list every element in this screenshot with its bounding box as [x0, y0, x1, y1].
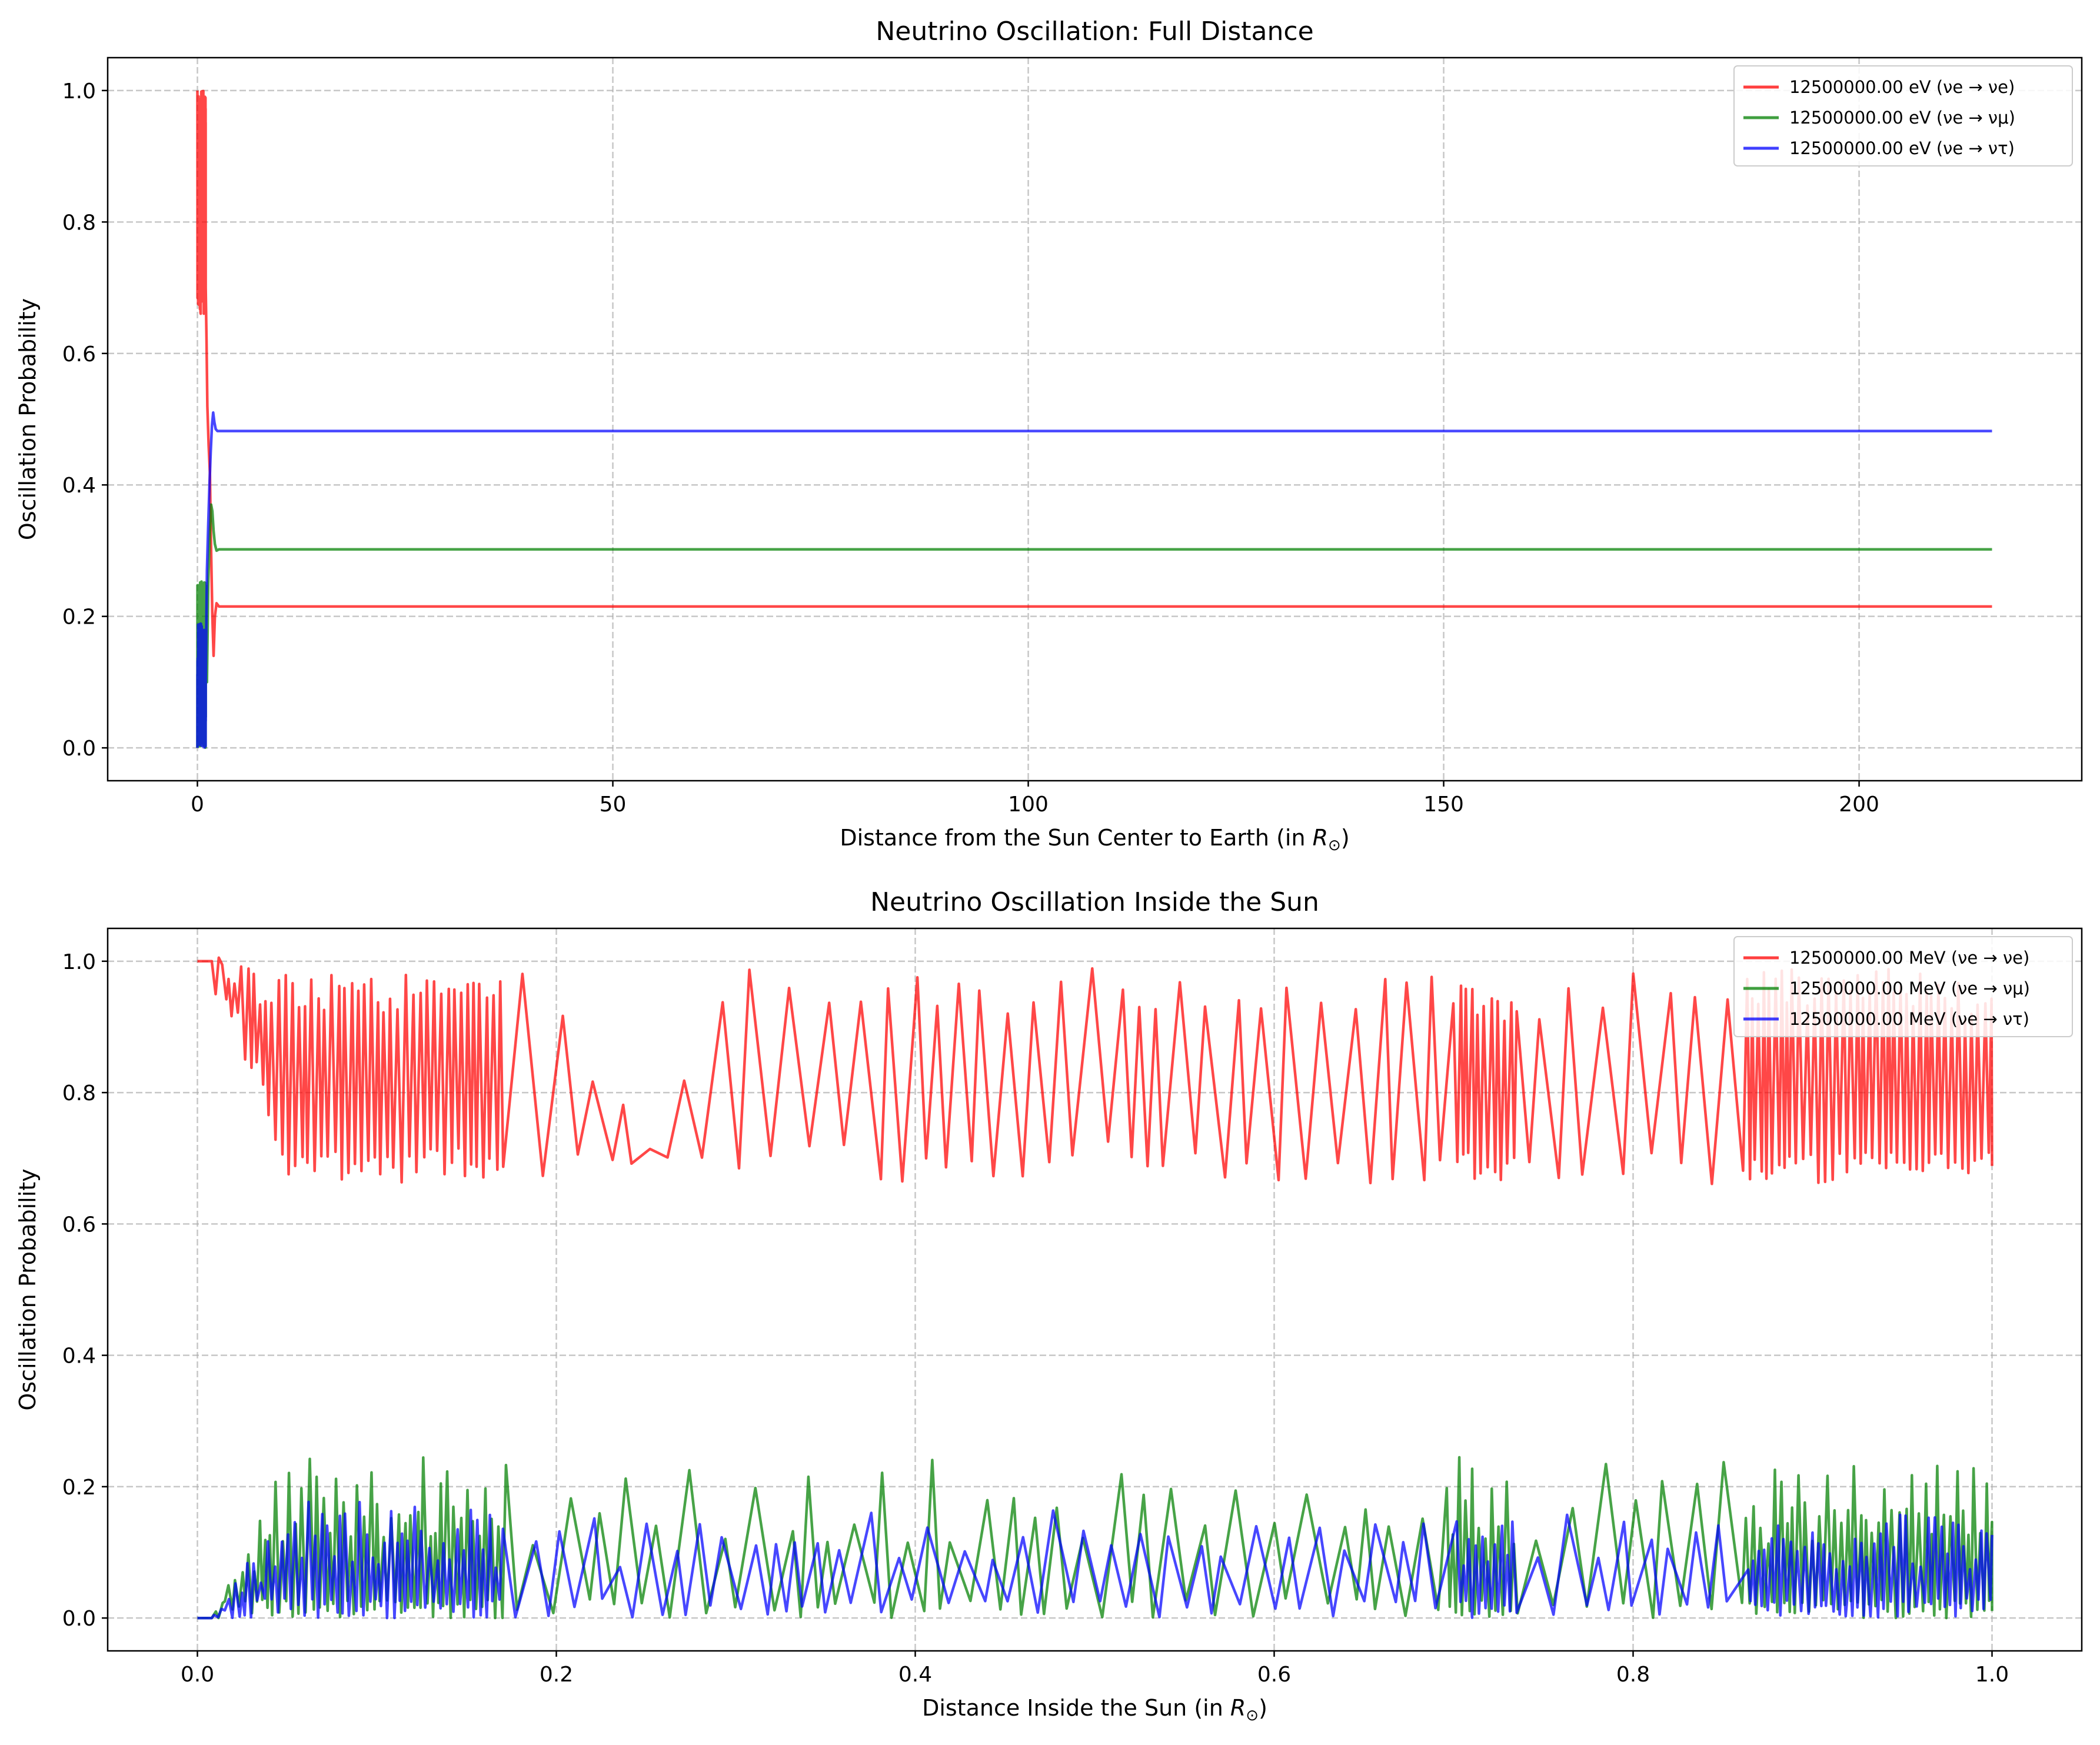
chart-title: Neutrino Oscillation Inside the Sun	[870, 887, 1319, 917]
plot-frame	[107, 56, 2083, 782]
x-axis-label-end: )	[1341, 825, 1350, 851]
x-tick-label: 200	[1839, 792, 1879, 817]
chart-title: Neutrino Oscillation: Full Distance	[876, 16, 1313, 46]
legend-entry: 12500000.00 MeV (νe → νμ)	[1789, 978, 2030, 998]
y-tick-label: 0.0	[62, 737, 96, 761]
x-tick-label: 50	[600, 792, 627, 817]
x-tick-label: 0.4	[898, 1663, 932, 1687]
legend: 12500000.00 eV (νe → νe) 12500000.00 eV (…	[1733, 65, 2073, 166]
legend-entry: 12500000.00 eV (νe → ντ)	[1789, 138, 2015, 158]
x-tick-label: 1.0	[1975, 1663, 2009, 1687]
series-line-0	[196, 89, 1992, 657]
legend-box	[1733, 65, 2073, 166]
y-axis-label: Oscillation Probability	[15, 1168, 41, 1410]
y-tick-label: 0.6	[62, 342, 96, 367]
chart-full-distance: Neutrino Oscillation: Full Distance 0 50 10…	[15, 16, 2083, 854]
legend-entry: 12500000.00 eV (νe → νμ)	[1789, 108, 2015, 128]
x-axis-label-symbol: R	[1230, 1695, 1246, 1721]
y-tick-label: 0.8	[62, 211, 96, 235]
series-group	[196, 89, 1992, 749]
y-tick-label: 0.4	[62, 474, 96, 498]
y-tick-label: 0.2	[62, 605, 96, 630]
y-tick-label: 1.0	[62, 79, 96, 104]
x-tick-label: 150	[1423, 792, 1464, 817]
y-tick-label: 0.2	[62, 1476, 96, 1500]
x-axis-label-text: Distance from the Sun Center to Earth (i…	[840, 825, 1312, 851]
chart-inside-sun: Neutrino Oscillation Inside the Sun 0.0 0.…	[15, 887, 2083, 1724]
legend: 12500000.00 MeV (νe → νe) 12500000.00 MeV…	[1733, 936, 2073, 1037]
grid	[108, 928, 2082, 1651]
y-tick-label: 0.0	[62, 1607, 96, 1631]
series-line-2	[197, 1500, 1993, 1620]
x-axis-label: Distance Inside the Sun (in R⊙)	[922, 1695, 1267, 1724]
legend-box	[1733, 936, 2073, 1037]
y-tick-label: 0.6	[62, 1213, 96, 1237]
x-tick-label: 100	[1008, 792, 1049, 817]
x-axis-label-subscript: ⊙	[1246, 1707, 1259, 1724]
y-tick-label: 1.0	[62, 950, 96, 974]
legend-entry: 12500000.00 MeV (νe → νe)	[1789, 948, 2029, 968]
x-tick-label: 0.2	[540, 1663, 573, 1687]
x-axis-label-symbol: R	[1313, 825, 1328, 851]
y-tick-label: 0.4	[62, 1344, 96, 1368]
x-axis-label-end: )	[1259, 1695, 1267, 1721]
x-axis-label: Distance from the Sun Center to Earth (i…	[840, 825, 1349, 854]
series-line-2	[196, 411, 1992, 749]
x-tick-label: 0.8	[1616, 1663, 1650, 1687]
x-tick-label: 0.0	[181, 1663, 214, 1687]
x-axis-label-subscript: ⊙	[1328, 837, 1341, 854]
x-axis-label-text: Distance Inside the Sun (in	[922, 1695, 1230, 1721]
x-tick-label: 0.6	[1257, 1663, 1291, 1687]
y-axis-label: Oscillation Probability	[15, 298, 41, 540]
x-tick-label: 0	[191, 792, 204, 817]
y-tick-label: 0.8	[62, 1081, 96, 1105]
legend-entry: 12500000.00 MeV (νe → ντ)	[1789, 1009, 2029, 1029]
plot-frame	[107, 927, 2083, 1652]
legend-entry: 12500000.00 eV (νe → νe)	[1789, 77, 2015, 97]
